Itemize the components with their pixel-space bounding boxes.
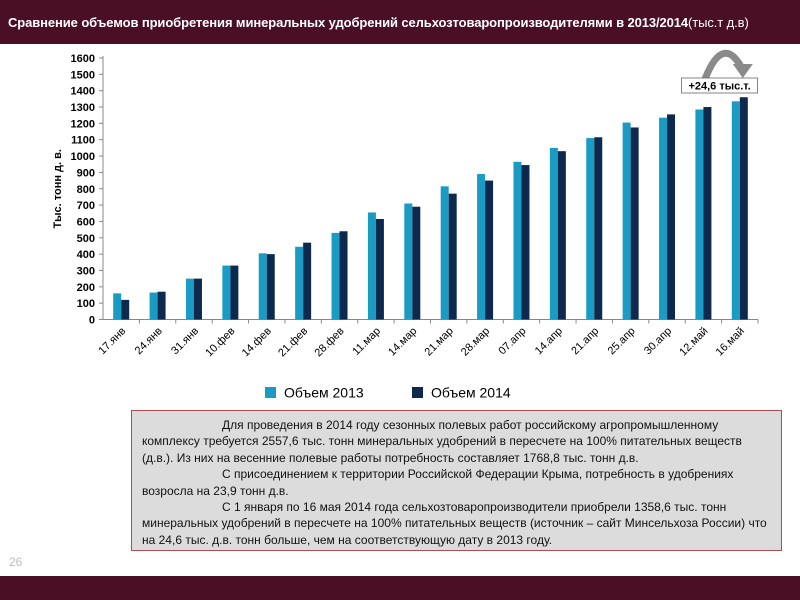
x-tick-label: 24.янв bbox=[133, 325, 165, 357]
x-tick-label: 21.мар bbox=[423, 325, 456, 358]
bar-2014 bbox=[521, 165, 530, 320]
bar-2014 bbox=[739, 97, 748, 320]
x-tick-label: 30.апр bbox=[642, 325, 674, 357]
bar-2014 bbox=[230, 265, 239, 320]
title-unit: (тыс.т д.в) bbox=[688, 15, 749, 30]
bar-2014 bbox=[667, 114, 676, 320]
legend-swatch-2013 bbox=[265, 387, 276, 398]
y-tick-label: 200 bbox=[77, 282, 95, 294]
y-axis-label: Тыс. тонн д. в. bbox=[52, 149, 64, 228]
footer-bar bbox=[0, 576, 800, 600]
bar-2013 bbox=[331, 232, 340, 320]
header-bar: Сравнение объемов приобретения минеральн… bbox=[0, 0, 800, 44]
y-tick-label: 100 bbox=[77, 298, 95, 310]
y-tick-label: 1500 bbox=[71, 69, 95, 81]
bar-2014 bbox=[630, 127, 639, 320]
x-tick-label: 14.мар bbox=[386, 325, 419, 358]
annotation-text: +24,6 тыс.т. bbox=[688, 81, 750, 93]
title-text: Сравнение объемов приобретения минеральн… bbox=[8, 15, 689, 30]
x-tick-label: 28.мар bbox=[459, 325, 492, 358]
bar-2013 bbox=[185, 278, 194, 320]
bar-2013 bbox=[222, 265, 231, 320]
bar-2013 bbox=[513, 161, 522, 320]
x-tick-label: 11.мар bbox=[350, 325, 383, 358]
x-tick-label: 14.апр bbox=[533, 325, 565, 357]
x-tick-label: 12.май bbox=[677, 325, 710, 358]
bar-2014 bbox=[303, 242, 312, 320]
y-tick-label: 1000 bbox=[71, 151, 95, 163]
paragraph-2: С присоединением к территории Российской… bbox=[142, 467, 734, 498]
bar-2013 bbox=[731, 101, 740, 320]
bar-2013 bbox=[622, 122, 631, 320]
bar-2014 bbox=[157, 291, 166, 320]
bar-chart: 0 100 200 300 400 500 600 700 800 900 1000 1100 1200… bbox=[52, 49, 759, 401]
y-tick-label: 600 bbox=[77, 216, 95, 228]
bar-2014 bbox=[193, 278, 202, 320]
y-tick-label: 1300 bbox=[71, 102, 95, 114]
x-tick-label: 07.апр bbox=[496, 325, 528, 357]
x-tick-label: 16.май bbox=[714, 325, 747, 358]
bar-2014 bbox=[594, 137, 603, 320]
bar-2014 bbox=[266, 254, 275, 320]
x-tick-label: 25.апр bbox=[606, 325, 638, 357]
x-tick-label: 21.фев bbox=[276, 325, 310, 359]
y-tick-label: 1100 bbox=[71, 135, 95, 147]
bar-2013 bbox=[149, 292, 158, 320]
page-title: Сравнение объемов приобретения минеральн… bbox=[8, 15, 749, 30]
bar-2013 bbox=[404, 203, 413, 320]
y-tick-label: 700 bbox=[77, 200, 95, 212]
x-tick-label: 21.апр bbox=[569, 325, 601, 357]
x-tick-label: 17.янв bbox=[96, 325, 128, 357]
info-text-box: Для проведения в 2014 году сезонных поле… bbox=[131, 410, 782, 551]
y-tick-label: 300 bbox=[77, 265, 95, 277]
y-tick-label: 1400 bbox=[71, 86, 95, 98]
bar-2014 bbox=[375, 218, 384, 320]
legend-label-2013: Объем 2013 bbox=[284, 385, 364, 401]
x-tick-label: 28.фев bbox=[312, 325, 346, 359]
bar-2013 bbox=[295, 246, 304, 320]
bar-2013 bbox=[367, 212, 376, 320]
y-tick-label: 800 bbox=[77, 184, 95, 196]
bar-2014 bbox=[485, 180, 494, 320]
bar-2014 bbox=[703, 107, 712, 320]
bar-2013 bbox=[549, 147, 558, 320]
bar-2013 bbox=[477, 174, 486, 320]
paragraph-3: С 1 января по 16 мая 2014 года сельхозто… bbox=[142, 500, 767, 547]
bar-2014 bbox=[412, 206, 421, 320]
paragraph-1: Для проведения в 2014 году сезонных поле… bbox=[142, 418, 742, 465]
legend-swatch-2014 bbox=[412, 387, 423, 398]
bar-2014 bbox=[121, 299, 130, 320]
x-tick-label: 10.фев bbox=[203, 325, 237, 359]
y-tick-label: 900 bbox=[77, 167, 95, 179]
curved-arrow-icon bbox=[701, 49, 746, 82]
bar-2013 bbox=[113, 293, 122, 320]
x-tick-label: 31.янв bbox=[169, 325, 201, 357]
bar-2013 bbox=[586, 138, 595, 320]
bar-2014 bbox=[339, 231, 348, 320]
y-tick-label: 0 bbox=[89, 315, 95, 327]
y-tick-label: 1200 bbox=[71, 118, 95, 130]
bar-2013 bbox=[258, 253, 267, 320]
y-tick-label: 400 bbox=[77, 249, 95, 261]
bar-2013 bbox=[659, 117, 668, 320]
bar-2014 bbox=[557, 151, 566, 320]
annotation-box bbox=[681, 77, 759, 94]
x-tick-label: 14.фев bbox=[240, 325, 274, 359]
bar-2013 bbox=[440, 186, 449, 320]
y-tick-label: 500 bbox=[77, 233, 95, 245]
legend-label-2014: Объем 2014 bbox=[431, 385, 511, 401]
arrow-head-icon bbox=[732, 64, 753, 78]
bar-2013 bbox=[695, 109, 704, 320]
y-tick-label: 1600 bbox=[71, 53, 95, 65]
page-number: 26 bbox=[9, 555, 23, 569]
bar-2014 bbox=[448, 193, 457, 320]
